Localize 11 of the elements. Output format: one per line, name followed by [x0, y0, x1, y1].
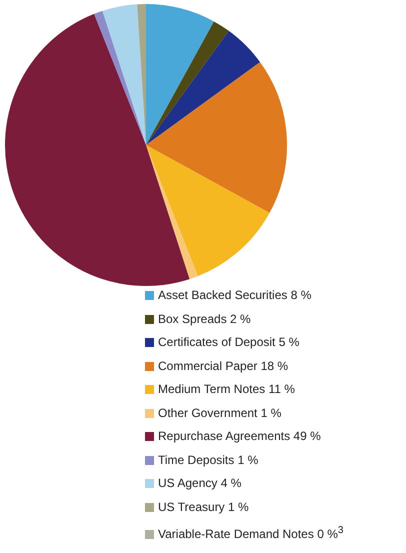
legend-label: Time Deposits 1 %	[158, 452, 258, 466]
legend-label: Repurchase Agreements 49 %	[158, 429, 321, 443]
legend-label: Box Spreads 2 %	[158, 312, 251, 326]
legend-label: Medium Term Notes 11 %	[158, 382, 295, 396]
legend-label: US Treasury 1 %	[158, 500, 249, 514]
legend-label: Other Government 1 %	[158, 406, 282, 420]
legend-label: Asset Backed Securities 8 %	[158, 288, 312, 302]
legend-label: Commercial Paper 18 %	[158, 358, 288, 372]
legend-label: Certificates of Deposit 5 %	[158, 335, 300, 349]
legend-label: Variable-Rate Demand Notes 0 %$^{3}$	[158, 525, 344, 541]
legend-label: US Agency 4 %	[158, 476, 242, 490]
